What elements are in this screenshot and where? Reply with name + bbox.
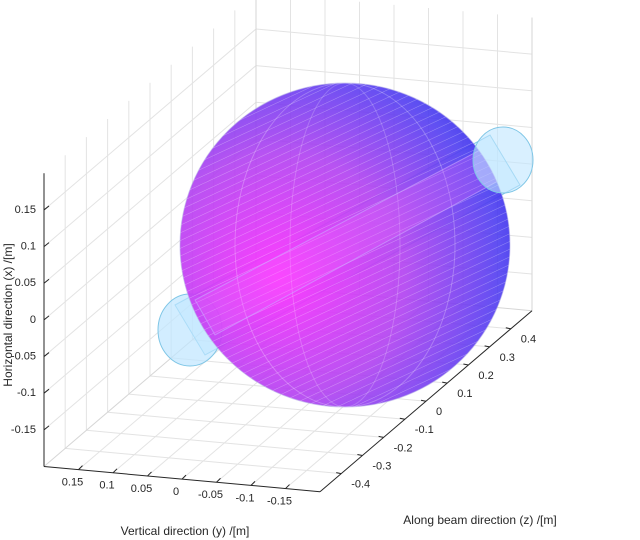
x-tick [43, 352, 50, 357]
x-tick [43, 278, 50, 284]
y-tick-label: 0 [173, 486, 179, 498]
z-tick-label: 0.1 [457, 388, 472, 400]
z-tick [357, 454, 363, 456]
y-tick [216, 477, 221, 483]
z-tick [399, 417, 405, 420]
x-tick [43, 425, 50, 431]
y-tick-label: -0.1 [236, 492, 255, 504]
y-tick [147, 471, 152, 477]
y-tick [250, 481, 256, 486]
z-tick [420, 399, 427, 402]
x-axis-label: Horizontal direction (x) /[m] [1, 243, 15, 386]
grid-line [107, 411, 384, 438]
y-tick-label: -0.05 [198, 489, 223, 501]
grid-line [86, 429, 363, 456]
x-tick [43, 315, 50, 321]
z-axis-label: Along beam direction (z) /[m] [403, 513, 556, 527]
z-tick [378, 435, 384, 438]
y-tick [181, 474, 187, 480]
x-tick-label: 0.15 [15, 204, 36, 216]
x-tick [43, 242, 50, 247]
z-tick [336, 472, 342, 475]
surface [157, 82, 534, 408]
z-tick [463, 363, 469, 366]
x-tick-label: -0.1 [17, 387, 36, 399]
z-tick-label: 0 [436, 406, 442, 418]
x-tick-label: 0 [30, 314, 36, 326]
x-tick-label: 0.1 [21, 241, 36, 253]
x-tick-label: -0.05 [11, 350, 36, 362]
y-tick [112, 468, 118, 474]
z-tick-label: -0.1 [415, 424, 434, 436]
z-tick [505, 327, 511, 330]
x-tick-label: 0.05 [15, 277, 36, 289]
z-tick-label: -0.4 [351, 479, 370, 491]
grid-line [128, 393, 405, 420]
grid-line [65, 447, 342, 475]
y-tick-label: 0.1 [99, 480, 114, 492]
z-tick-label: 0.2 [478, 370, 493, 382]
y-tick-label: -0.15 [267, 495, 292, 507]
z-tick-label: -0.3 [372, 460, 391, 472]
x-tick [43, 205, 50, 211]
z-tick [442, 381, 448, 384]
y-tick-label: 0.05 [131, 483, 152, 495]
y-tick-label: 0.15 [62, 477, 83, 489]
x-tick [43, 388, 50, 394]
z-tick [484, 345, 490, 348]
z-tick-label: -0.2 [394, 442, 413, 454]
z-tick-label: 0.4 [521, 334, 536, 346]
x-tick-label: -0.15 [11, 424, 36, 436]
y-tick [78, 465, 83, 471]
beam-pipe-end [472, 126, 534, 194]
axes: -0.15 -0.1 -0.05 0 0.05 0.1 0.15 -0.15 -0.1 -0.05… [11, 173, 536, 507]
sphere-texture [180, 83, 510, 407]
z-tick-label: 0.3 [500, 352, 515, 364]
y-tick [285, 484, 290, 489]
y-axis-label: Vertical direction (y) /[m] [121, 524, 250, 538]
